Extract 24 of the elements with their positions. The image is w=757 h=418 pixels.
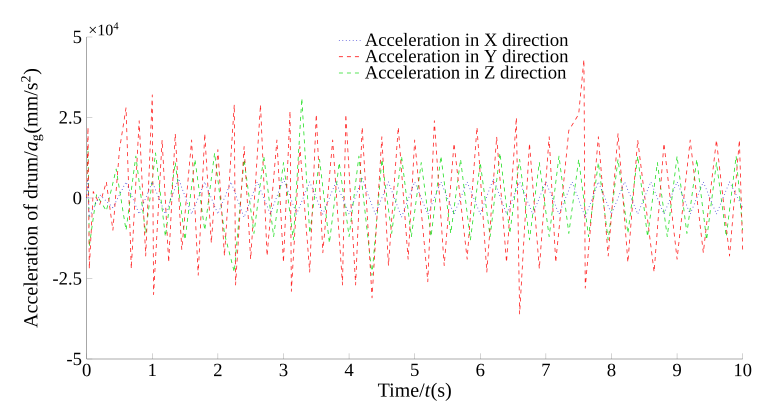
x-tick-label: 4 <box>344 364 354 376</box>
y-tick-label: 5 <box>74 30 82 44</box>
y-axis-title: Acceleration of drum/a$_{g}$(mm/s$^{2}$) <box>21 69 44 328</box>
line-series <box>86 98 744 276</box>
x-tick-label: 7 <box>542 364 550 376</box>
x-tick-label: 2 <box>214 364 222 376</box>
x-tick-label: 8 <box>608 364 616 376</box>
x-tick-label: 1 <box>149 364 156 376</box>
x-tick-label: 9 <box>673 364 681 376</box>
y-tick-label: -5 <box>67 352 82 366</box>
x-tick-label: 0 <box>82 364 91 376</box>
legend-label: Acceleration in X direction <box>364 32 568 46</box>
x-tick-label: 6 <box>476 364 484 376</box>
y-tick-label: -2.5 <box>53 272 82 285</box>
x-tick-label: 10 <box>734 364 752 376</box>
x-tick-label: 3 <box>280 364 288 376</box>
y-tick-label: 0 <box>73 192 82 204</box>
y-tick-label: 2.5 <box>59 111 82 124</box>
x-axis-title: Time/t(s) <box>378 382 451 401</box>
legend-label: Acceleration in Z direction <box>364 65 566 79</box>
x-tick-label: 5 <box>411 364 419 376</box>
legend-label: Acceleration in Y direction <box>364 49 568 62</box>
line-series <box>86 178 744 218</box>
text: ×10$^{4}$ <box>90 22 118 36</box>
